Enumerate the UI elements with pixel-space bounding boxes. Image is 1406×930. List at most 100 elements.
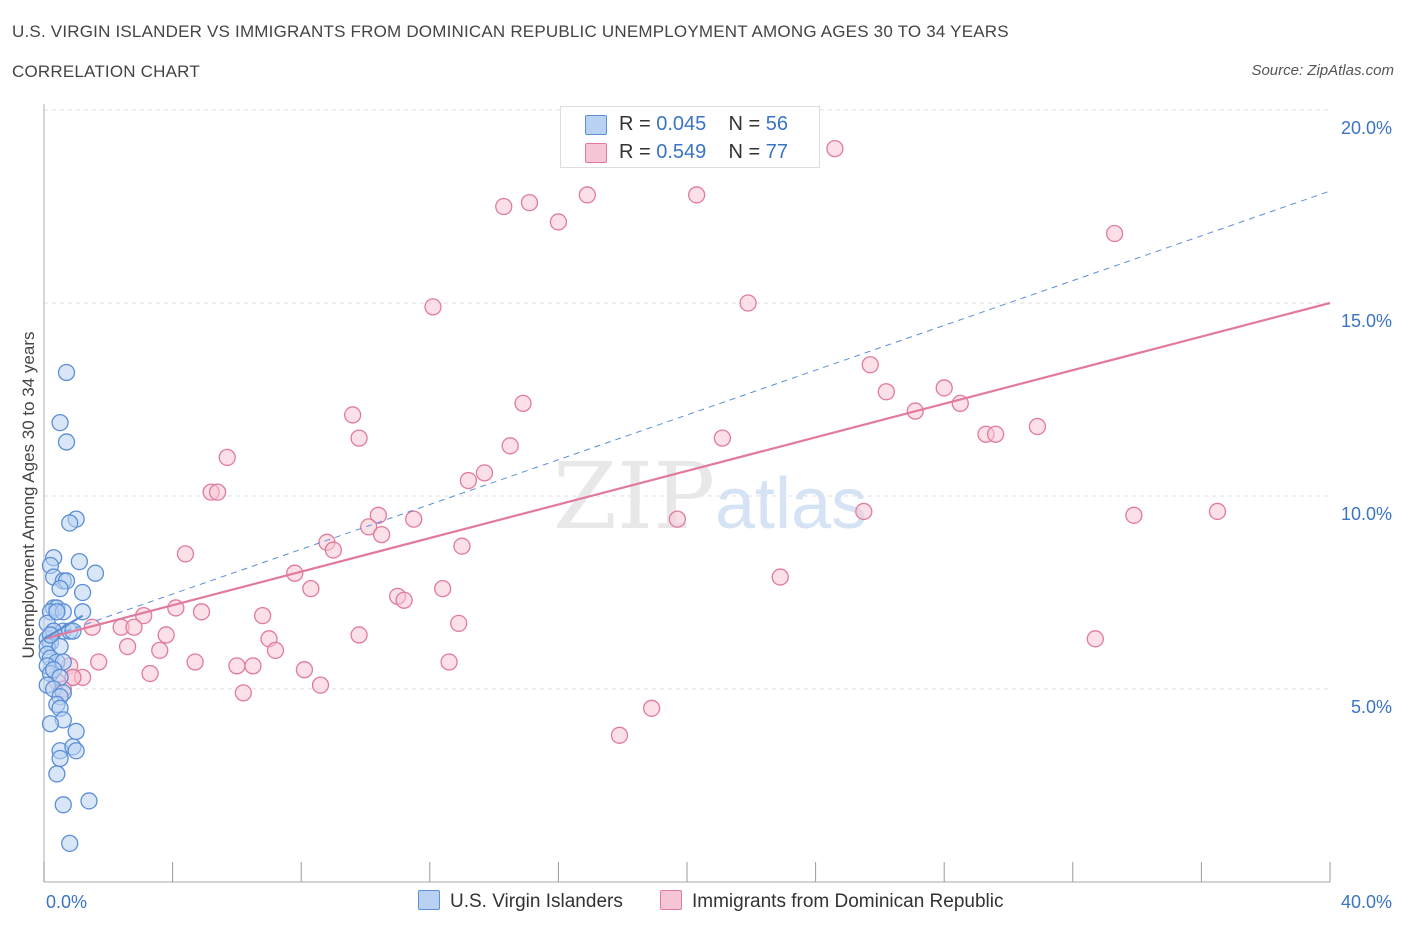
blue-series-points [38, 363, 105, 853]
point-virgin-islanders [73, 603, 92, 621]
point-dominican [424, 298, 442, 316]
point-dominican [549, 213, 568, 231]
chart-title: U.S. VIRGIN ISLANDER VS IMMIGRANTS FROM … [12, 22, 1009, 41]
point-dominican [1028, 417, 1047, 436]
pink-series-points [48, 139, 1227, 744]
point-dominican [186, 653, 204, 671]
point-virgin-islanders [67, 722, 85, 741]
point-virgin-islanders [57, 433, 76, 451]
trend-line-extended [43, 190, 1331, 640]
point-dominican [771, 568, 789, 586]
point-dominican [1125, 506, 1143, 524]
y-tick-label: 10.0% [1341, 504, 1392, 524]
legend-r-label: R = [619, 141, 651, 163]
point-dominican [495, 197, 513, 216]
stats-legend: R = 0.045 N = 56 R = 0.549 N = 77 [560, 106, 820, 168]
point-dominican [826, 139, 844, 158]
point-virgin-islanders [61, 834, 79, 853]
point-dominican [986, 425, 1005, 443]
y-axis-label: Unemployment Among Ages 30 to 34 years [19, 332, 38, 659]
point-dominican [1086, 630, 1104, 648]
point-dominican [877, 383, 895, 401]
point-dominican [125, 618, 143, 636]
point-dominican [218, 448, 236, 467]
grid-lines [44, 109, 1330, 690]
point-dominican [266, 641, 285, 660]
zipatlas-watermark: ZIP atlas [553, 443, 867, 550]
point-virgin-islanders [86, 564, 105, 582]
point-virgin-islanders [57, 363, 76, 382]
y-tick-label: 20.0% [1341, 118, 1392, 138]
legend-r-label: R = [619, 113, 651, 135]
source-credit: Source: ZipAtlas.com [1251, 62, 1394, 79]
bottom-legend-label-blue: U.S. Virgin Islanders [450, 891, 623, 912]
trend-line-virgin-islanders [43, 614, 84, 640]
bottom-legend-swatch-blue [418, 890, 440, 910]
point-dominican [610, 726, 629, 744]
x-tick-label-min: 0.0% [46, 892, 87, 912]
point-dominican [1208, 502, 1227, 521]
point-dominican [151, 641, 169, 660]
trend-line-dominican [43, 301, 1331, 640]
point-dominican [935, 379, 953, 397]
point-dominican [395, 591, 413, 609]
point-virgin-islanders [61, 514, 79, 532]
point-virgin-islanders [70, 552, 89, 571]
point-dominican [1105, 224, 1124, 243]
point-dominican [739, 294, 757, 312]
point-dominican [302, 579, 320, 598]
point-dominican [405, 510, 423, 528]
bottom-legend-pink: Immigrants from Dominican Republic [660, 890, 1004, 914]
legend-n-value: 56 [765, 113, 789, 135]
point-virgin-islanders [54, 796, 72, 814]
point-dominican [369, 506, 388, 524]
point-dominican [855, 502, 873, 521]
y-tick-label: 15.0% [1341, 311, 1392, 331]
point-dominican [295, 661, 314, 679]
point-dominican [350, 429, 368, 447]
point-dominican [861, 356, 879, 374]
point-dominican [668, 510, 687, 528]
watermark-atlas: atlas [715, 464, 867, 544]
point-dominican [475, 464, 494, 482]
legend-n-label: N = [728, 141, 761, 163]
tick-labels: 5.0% 10.0% 15.0% 20.0% 0.0% 40.0% [46, 118, 1392, 912]
point-dominican [713, 429, 732, 447]
point-virgin-islanders [80, 792, 98, 810]
point-dominican [642, 699, 661, 717]
watermark-zip: ZIP [553, 443, 715, 550]
legend-swatch-pink [585, 143, 607, 163]
legend-r-value: 0.045 [656, 113, 707, 135]
point-dominican [440, 653, 458, 671]
point-dominican [350, 626, 368, 644]
legend-swatch-blue [585, 115, 607, 135]
point-dominican [228, 657, 246, 675]
legend-r-value: 0.549 [656, 141, 707, 163]
axes [43, 104, 1331, 883]
point-dominican [459, 471, 478, 490]
point-virgin-islanders [41, 715, 60, 733]
legend-n-label: N = [728, 113, 761, 135]
point-dominican [208, 483, 227, 501]
point-dominican [687, 186, 706, 204]
point-dominican [253, 607, 272, 625]
point-dominican [453, 537, 471, 555]
point-virgin-islanders [67, 742, 85, 760]
bottom-legend-swatch-pink [660, 890, 682, 910]
point-dominican [372, 525, 391, 544]
chart-subtitle: CORRELATION CHART [12, 62, 200, 81]
point-virgin-islanders [51, 579, 69, 598]
point-dominican [450, 614, 468, 633]
point-dominican [514, 394, 532, 413]
bottom-legend-blue: U.S. Virgin Islanders [418, 890, 623, 914]
legend-n-value: 77 [765, 141, 789, 163]
point-dominican [157, 626, 175, 644]
point-dominican [90, 653, 108, 671]
point-dominican [520, 193, 539, 212]
point-virgin-islanders [51, 414, 69, 432]
point-virgin-islanders [51, 749, 69, 768]
point-dominican [324, 541, 343, 559]
point-virgin-islanders [48, 603, 66, 621]
x-tick-label-max: 40.0% [1341, 892, 1392, 912]
